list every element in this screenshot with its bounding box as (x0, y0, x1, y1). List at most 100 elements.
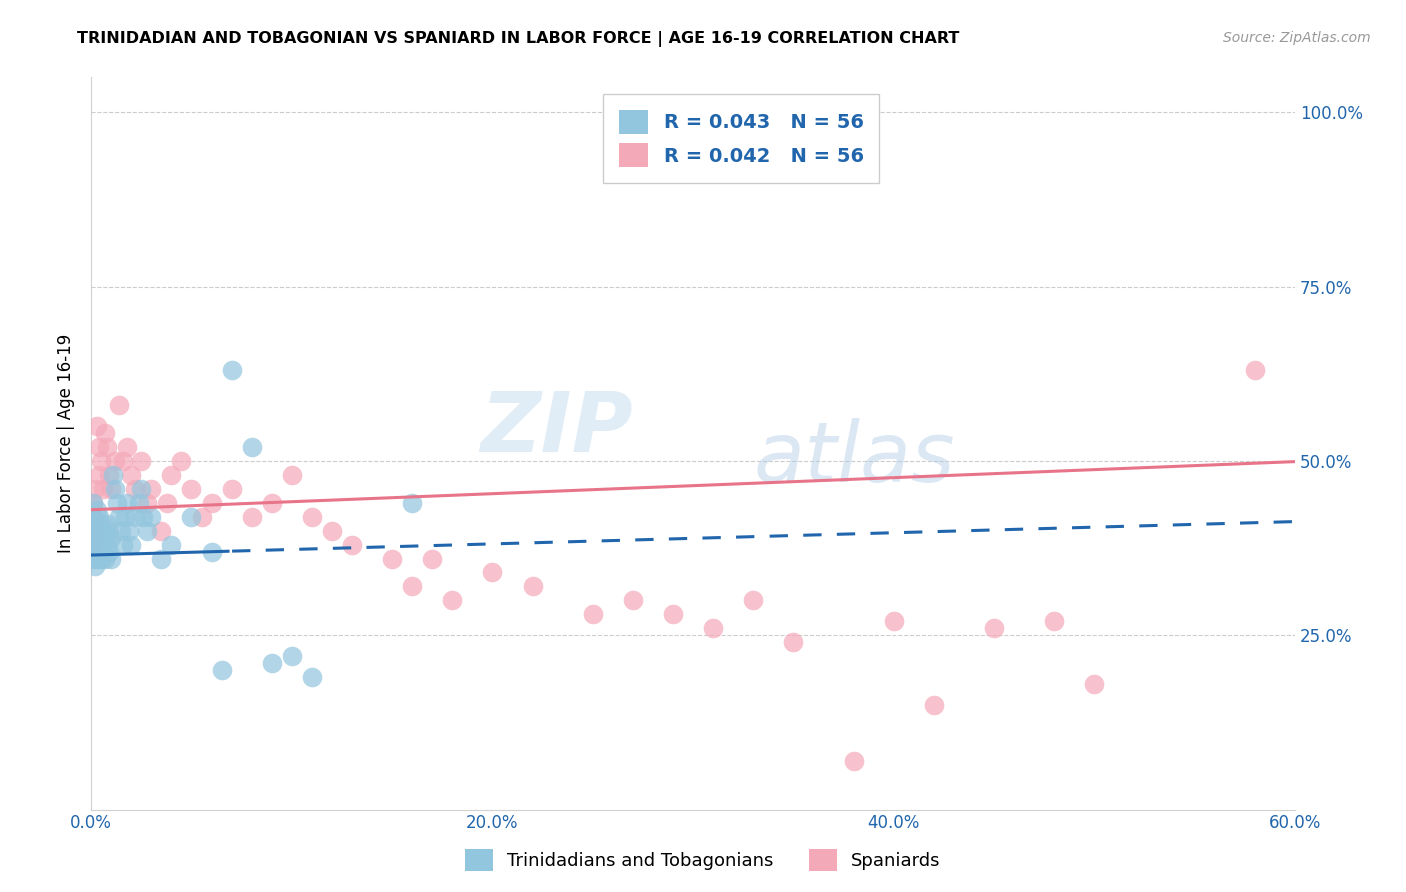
Y-axis label: In Labor Force | Age 16-19: In Labor Force | Age 16-19 (58, 334, 75, 553)
Point (141, 482, 163, 496)
Point (96, 516, 118, 531)
Point (108, 398, 131, 412)
Point (82, 496, 104, 510)
Point (883, 615, 905, 629)
Point (84, 524, 107, 538)
Point (582, 607, 605, 622)
Point (89, 509, 111, 524)
Point (98, 524, 121, 538)
Point (86, 551, 108, 566)
Point (1083, 677, 1105, 691)
Point (100, 551, 122, 566)
Point (82, 496, 104, 510)
Point (200, 544, 222, 558)
Point (401, 496, 423, 510)
Point (301, 670, 323, 684)
Point (96, 538, 118, 552)
Point (128, 496, 150, 510)
Point (89, 440, 111, 454)
Point (200, 496, 222, 510)
Point (89, 531, 111, 545)
Text: TRINIDADIAN AND TOBAGONIAN VS SPANIARD IN LABOR FORCE | AGE 16-19 CORRELATION CH: TRINIDADIAN AND TOBAGONIAN VS SPANIARD I… (77, 31, 960, 47)
Point (240, 440, 263, 454)
Point (82, 538, 104, 552)
Point (91, 482, 114, 496)
Legend: Trinidadians and Tobagonians, Spaniards: Trinidadians and Tobagonians, Spaniards (458, 842, 948, 879)
Point (662, 607, 685, 622)
Point (621, 593, 644, 607)
Point (104, 482, 127, 496)
Point (120, 467, 142, 482)
Point (160, 538, 183, 552)
Point (98, 467, 121, 482)
Point (91, 524, 114, 538)
Point (156, 496, 179, 510)
Point (82, 524, 104, 538)
Point (281, 649, 304, 664)
Point (1244, 363, 1267, 377)
Point (82, 551, 104, 566)
Point (90, 516, 112, 531)
Point (136, 524, 159, 538)
Point (108, 509, 131, 524)
Point (84, 482, 107, 496)
Point (117, 496, 139, 510)
Point (321, 524, 343, 538)
Point (91, 544, 114, 558)
Point (104, 454, 127, 468)
Point (702, 621, 724, 635)
Point (86, 502, 108, 516)
Point (441, 593, 464, 607)
Point (82, 509, 104, 524)
Point (420, 551, 443, 566)
Point (132, 509, 155, 524)
Point (180, 509, 202, 524)
Legend: R = 0.043   N = 56, R = 0.042   N = 56: R = 0.043 N = 56, R = 0.042 N = 56 (603, 95, 879, 183)
Point (117, 440, 139, 454)
Point (340, 538, 363, 552)
Point (105, 496, 128, 510)
Point (742, 593, 765, 607)
Point (842, 754, 865, 768)
Point (522, 579, 544, 593)
Point (114, 509, 136, 524)
Point (922, 698, 945, 712)
Point (124, 482, 146, 496)
Point (120, 538, 142, 552)
Point (98, 544, 121, 558)
Point (481, 566, 503, 580)
Point (782, 635, 804, 649)
Point (90, 538, 112, 552)
Point (401, 579, 423, 593)
Text: ZIP: ZIP (481, 388, 633, 469)
Point (221, 363, 243, 377)
Point (84, 544, 107, 558)
Point (90, 454, 112, 468)
Point (160, 467, 183, 482)
Point (141, 509, 163, 524)
Point (86, 538, 108, 552)
Point (112, 454, 135, 468)
Point (86, 419, 108, 434)
Point (110, 524, 132, 538)
Text: atlas: atlas (754, 417, 955, 499)
Point (170, 454, 193, 468)
Point (86, 524, 108, 538)
Point (150, 551, 173, 566)
Point (281, 467, 304, 482)
Point (82, 509, 104, 524)
Point (190, 509, 212, 524)
Point (118, 524, 141, 538)
Point (211, 663, 233, 677)
Point (260, 496, 283, 510)
Point (100, 531, 122, 545)
Point (94, 425, 117, 440)
Point (94, 531, 117, 545)
Point (1043, 615, 1066, 629)
Point (103, 467, 125, 482)
Point (131, 482, 153, 496)
Point (94, 551, 117, 566)
Point (131, 454, 153, 468)
Point (136, 496, 159, 510)
Point (89, 544, 111, 558)
